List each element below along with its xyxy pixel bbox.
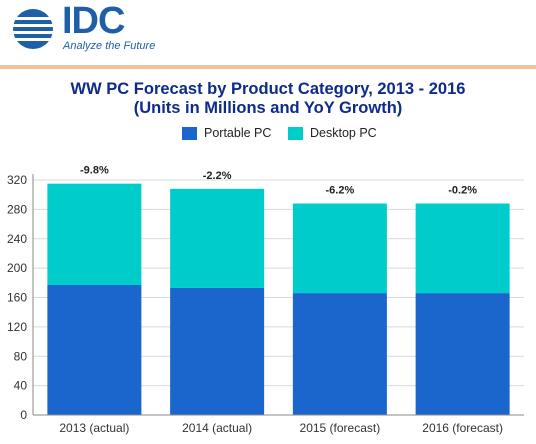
logo-tagline: Analyze the Future	[63, 40, 156, 52]
bar-desktop-pc	[47, 183, 142, 286]
legend-swatch-desktop	[288, 127, 303, 140]
bar-portable-pc	[415, 293, 510, 415]
idc-globe-logo-icon	[12, 9, 54, 49]
y-tick-label: 40	[14, 379, 28, 393]
growth-label: -2.2%	[203, 170, 232, 182]
bar-desktop-pc	[292, 203, 387, 294]
x-tick-label: 2014 (actual)	[182, 421, 252, 435]
bar-desktop-pc	[415, 203, 510, 294]
header: IDC Analyze the Future	[0, 0, 536, 62]
chart-title-line1: WW PC Forecast by Product Category, 2013…	[70, 80, 466, 98]
header-accent-bar	[0, 66, 536, 69]
y-tick-label: 0	[20, 408, 27, 422]
legend-label-desktop: Desktop PC	[310, 126, 377, 140]
x-tick-label: 2013 (actual)	[59, 421, 129, 435]
bar-portable-pc	[292, 293, 387, 415]
y-axis-ticks: 0 40 80 120 160 200 240 280 320	[7, 173, 27, 422]
x-tick-label: 2016 (forecast)	[422, 421, 503, 435]
bars	[47, 183, 510, 415]
growth-label: -9.8%	[80, 165, 109, 177]
bar-portable-pc	[47, 285, 142, 415]
y-tick-label: 200	[7, 261, 27, 275]
legend-swatch-portable	[182, 127, 197, 140]
y-tick-label: 120	[7, 320, 27, 334]
header-divider	[0, 65, 536, 66]
logo-text: IDC	[62, 0, 125, 42]
y-tick-label: 280	[7, 202, 27, 216]
chart-legend: Portable PC Desktop PC	[0, 126, 536, 142]
growth-label: -0.2%	[448, 185, 477, 197]
x-tick-label: 2015 (forecast)	[300, 421, 381, 435]
y-tick-label: 160	[7, 291, 27, 305]
growth-label: -6.2%	[326, 185, 355, 197]
bar-desktop-pc	[170, 188, 265, 288]
chart-title-line2: (Units in Millions and YoY Growth)	[133, 99, 403, 117]
chart-title: WW PC Forecast by Product Category, 2013…	[0, 80, 536, 118]
bar-portable-pc	[170, 287, 265, 415]
x-axis-ticks: 2013 (actual) 2014 (actual) 2015 (forecast…	[59, 421, 503, 435]
legend-label-portable: Portable PC	[204, 126, 272, 140]
growth-labels: -9.8% -2.2% -6.2% -0.2%	[80, 165, 477, 197]
y-tick-label: 320	[7, 173, 27, 187]
y-tick-label: 240	[7, 232, 27, 246]
y-tick-label: 80	[14, 349, 28, 363]
